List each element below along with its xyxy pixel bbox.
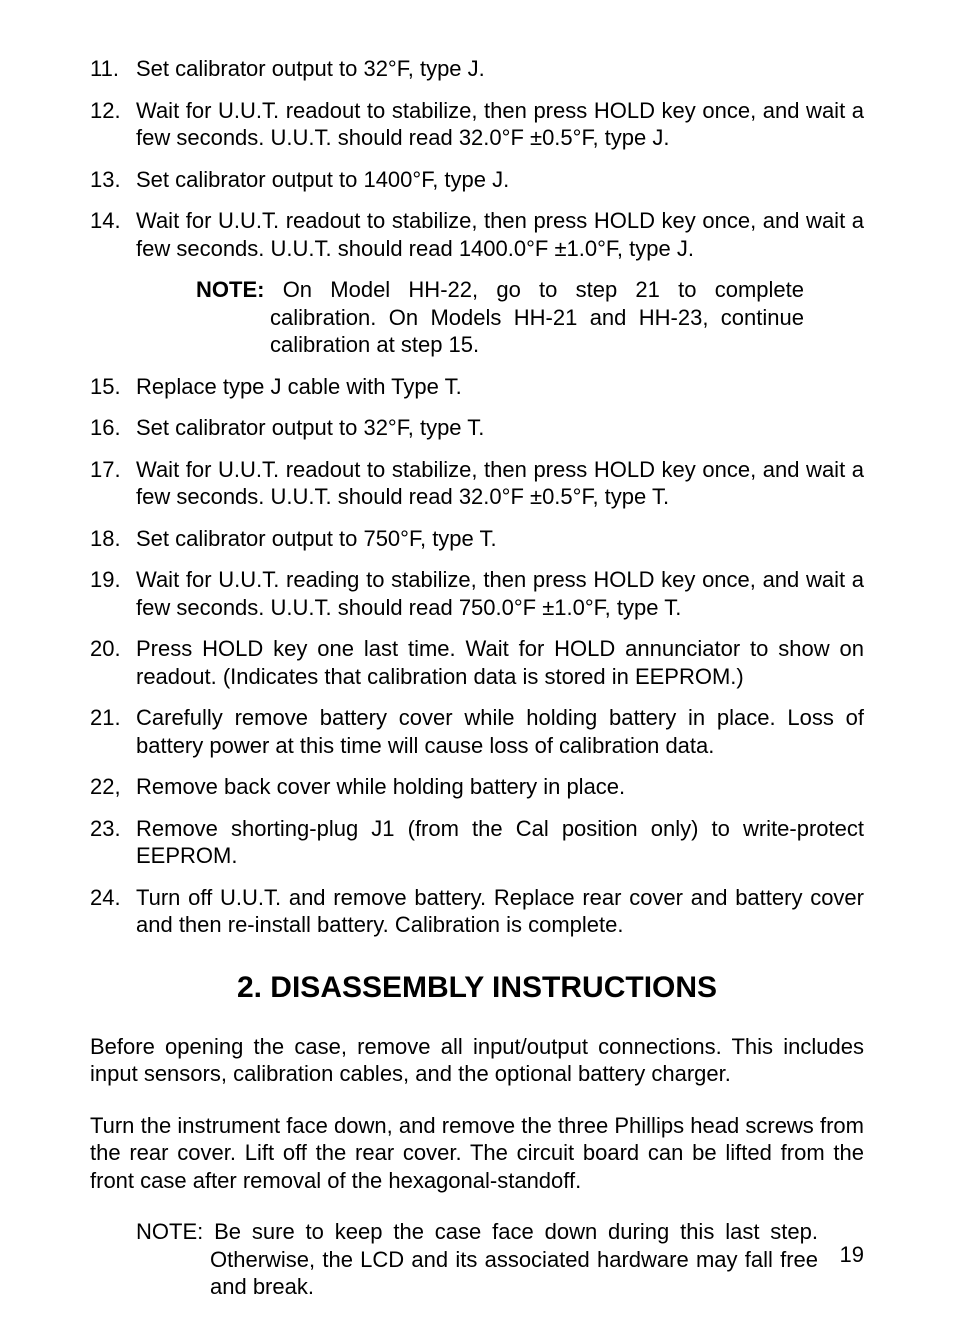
step-number: 18. — [90, 525, 136, 553]
list-item: 15. Replace type J cable with Type T. — [90, 373, 864, 401]
disassembly-para-2: Turn the instrument face down, and remov… — [90, 1112, 864, 1195]
list-item: 16. Set calibrator output to 32°F, type … — [90, 414, 864, 442]
list-item: 18. Set calibrator output to 750°F, type… — [90, 525, 864, 553]
step-number: 14. — [90, 207, 136, 262]
step-number: 15. — [90, 373, 136, 401]
list-item: 12. Wait for U.U.T. readout to stabilize… — [90, 97, 864, 152]
step-text: Carefully remove battery cover while hol… — [136, 704, 864, 759]
step-number: 11. — [90, 55, 136, 83]
step-number: 21. — [90, 704, 136, 759]
list-item: 17. Wait for U.U.T. readout to stabilize… — [90, 456, 864, 511]
disassembly-para-1: Before opening the case, remove all inpu… — [90, 1033, 864, 1088]
step-number: 13. — [90, 166, 136, 194]
list-item: 21. Carefully remove battery cover while… — [90, 704, 864, 759]
list-item: 14. Wait for U.U.T. readout to stabilize… — [90, 207, 864, 262]
step-text: Turn off U.U.T. and remove battery. Repl… — [136, 884, 864, 939]
step-text: Replace type J cable with Type T. — [136, 373, 864, 401]
step-number: 19. — [90, 566, 136, 621]
list-item: 13. Set calibrator output to 1400°F, typ… — [90, 166, 864, 194]
step-number: 12. — [90, 97, 136, 152]
step-text: Remove back cover while holding battery … — [136, 773, 864, 801]
calibration-steps-part1: 11. Set calibrator output to 32°F, type … — [90, 55, 864, 262]
step-text: Press HOLD key one last time. Wait for H… — [136, 635, 864, 690]
page-number: 19 — [840, 1242, 864, 1268]
step-text: Remove shorting-plug J1 (from the Cal po… — [136, 815, 864, 870]
section-title: 2. DISASSEMBLY INSTRUCTIONS — [90, 971, 864, 1005]
calibration-steps-part2: 15. Replace type J cable with Type T. 16… — [90, 373, 864, 939]
step-number: 24. — [90, 884, 136, 939]
step-text: Set calibrator output to 32°F, type J. — [136, 55, 864, 83]
step-text: Wait for U.U.T. readout to stabilize, th… — [136, 207, 864, 262]
note-text: Be sure to keep the case face down durin… — [210, 1219, 818, 1299]
note-block-2: NOTE: Be sure to keep the case face down… — [136, 1218, 818, 1301]
step-number: 22, — [90, 773, 136, 801]
list-item: 22, Remove back cover while holding batt… — [90, 773, 864, 801]
step-text: Set calibrator output to 1400°F, type J. — [136, 166, 864, 194]
list-item: 24. Turn off U.U.T. and remove battery. … — [90, 884, 864, 939]
step-text: Wait for U.U.T. readout to stabilize, th… — [136, 97, 864, 152]
step-text: Set calibrator output to 750°F, type T. — [136, 525, 864, 553]
list-item: 11. Set calibrator output to 32°F, type … — [90, 55, 864, 83]
note-text: On Model HH-22, go to step 21 to complet… — [270, 277, 804, 357]
step-number: 17. — [90, 456, 136, 511]
list-item: 19. Wait for U.U.T. reading to stabilize… — [90, 566, 864, 621]
list-item: 23. Remove shorting-plug J1 (from the Ca… — [90, 815, 864, 870]
step-number: 23. — [90, 815, 136, 870]
list-item: 20. Press HOLD key one last time. Wait f… — [90, 635, 864, 690]
step-text: Wait for U.U.T. reading to stabilize, th… — [136, 566, 864, 621]
note-label: NOTE: — [196, 277, 264, 302]
note-block-1: NOTE: On Model HH-22, go to step 21 to c… — [136, 276, 864, 359]
step-number: 16. — [90, 414, 136, 442]
note-label: NOTE: — [136, 1219, 203, 1244]
step-text: Set calibrator output to 32°F, type T. — [136, 414, 864, 442]
step-number: 20. — [90, 635, 136, 690]
step-text: Wait for U.U.T. readout to stabilize, th… — [136, 456, 864, 511]
